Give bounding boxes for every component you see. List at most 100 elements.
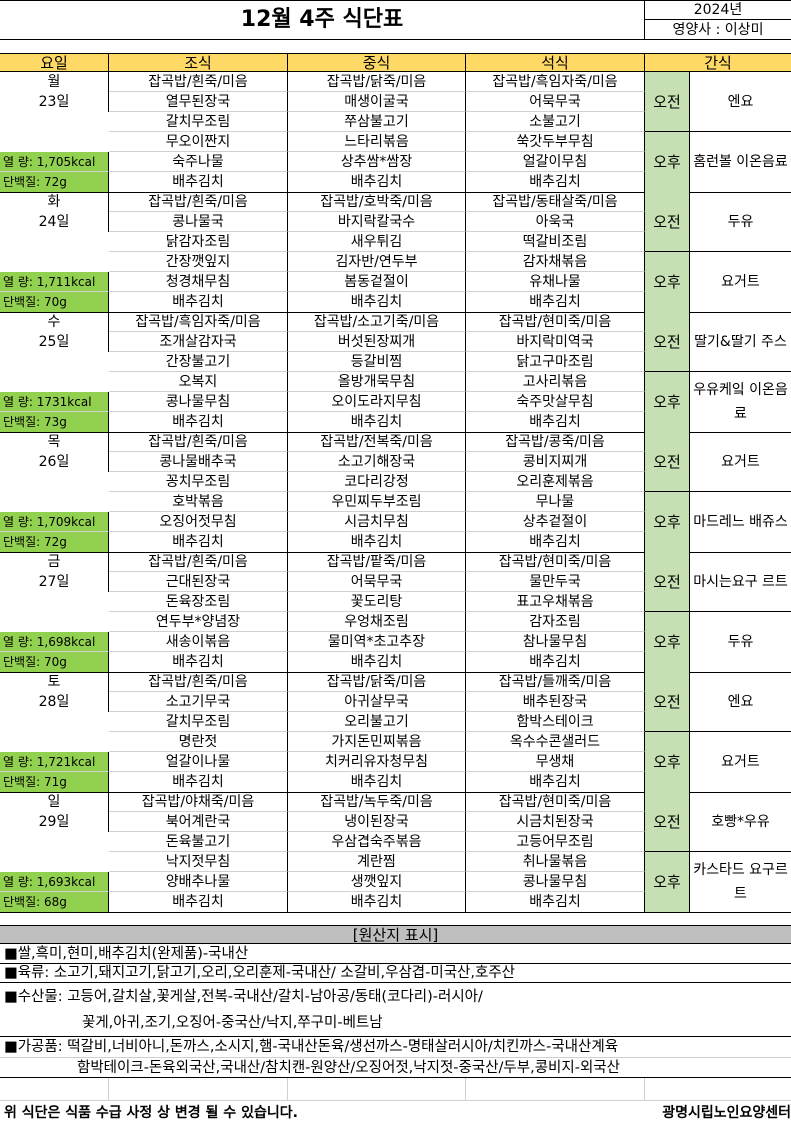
breakfast-item: 무오이짠지 <box>109 132 288 152</box>
lunch-item: 잡곡밥/닭죽/미음 <box>288 72 466 92</box>
dinner-item: 잡곡밥/들깨죽/미음 <box>466 672 645 692</box>
lunch-item: 봄동겉절이 <box>288 272 466 292</box>
dinner-item: 배추김치 <box>466 292 645 312</box>
snack-am-item: 마시는요구 르트 <box>690 552 791 612</box>
snack-am-label: 오전 <box>645 432 690 492</box>
date-label: 26일 <box>0 452 109 472</box>
lunch-item: 배추김치 <box>288 532 466 552</box>
dinner-item: 함박스테이크 <box>466 712 645 732</box>
lunch-item: 잡곡밥/팥죽/미음 <box>288 552 466 572</box>
date-label: 28일 <box>0 692 109 712</box>
day-of-week: 월 <box>0 72 109 92</box>
divider <box>0 672 791 673</box>
origin-line: ■쌀,흑미,현미,배추김치(완제품)-국내산 <box>0 944 791 964</box>
divider <box>0 192 791 193</box>
footer-facility: 광명시립노인요양센터 <box>662 1104 791 1121</box>
breakfast-item: 명란젓 <box>109 732 288 752</box>
breakfast-item: 배추김치 <box>109 892 288 912</box>
calories-label: 열 량: 1,693kcal <box>0 872 109 892</box>
column-header: 석식 <box>466 53 645 72</box>
divider <box>0 912 791 913</box>
dinner-item: 참나물무침 <box>466 632 645 652</box>
snack-pm-label: 오후 <box>645 732 690 792</box>
dinner-item: 오리훈제볶음 <box>466 472 645 492</box>
dinner-item: 떡갈비조림 <box>466 232 645 252</box>
dinner-item: 배추김치 <box>466 172 645 192</box>
column-header: 간식 <box>645 53 791 72</box>
breakfast-item: 잡곡밥/흑임자죽/미음 <box>109 312 288 332</box>
dinner-item: 쑥갓두부무침 <box>466 132 645 152</box>
lunch-item: 상추쌈*쌈장 <box>288 152 466 172</box>
snack-am-item: 엔요 <box>690 672 791 732</box>
lunch-item: 코다리강정 <box>288 472 466 492</box>
lunch-item: 잡곡밥/호박죽/미음 <box>288 192 466 212</box>
breakfast-item: 갈치무조림 <box>109 112 288 132</box>
snack-am-item: 딸기&딸기 주스 <box>690 312 791 372</box>
snack-am-item: 엔요 <box>690 72 791 132</box>
date-label: 27일 <box>0 572 109 592</box>
day-of-week: 토 <box>0 672 109 692</box>
lunch-item: 배추김치 <box>288 772 466 792</box>
snack-pm-label: 오후 <box>645 612 690 672</box>
lunch-item: 치커리유자청무침 <box>288 752 466 772</box>
snack-pm-label: 오후 <box>645 372 690 432</box>
snack-am-label: 오전 <box>645 792 690 852</box>
snack-pm-item: 카스타드 요구르트 <box>693 862 788 902</box>
breakfast-item: 간장불고기 <box>109 352 288 372</box>
protein-label: 단백질: 70g <box>0 292 109 312</box>
column-header: 중식 <box>288 53 466 72</box>
empty-cell <box>0 1078 109 1101</box>
snack-pm-item: 홈런볼 이온음료 <box>693 154 788 170</box>
dinner-item: 옥수수콘샐러드 <box>466 732 645 752</box>
dinner-item: 물만두국 <box>466 572 645 592</box>
protein-label: 단백질: 71g <box>0 772 109 792</box>
breakfast-item: 배추김치 <box>109 412 288 432</box>
breakfast-item: 양배추나물 <box>109 872 288 892</box>
breakfast-item: 닭감자조림 <box>109 232 288 252</box>
breakfast-item: 배추김치 <box>109 172 288 192</box>
divider <box>0 552 791 553</box>
breakfast-item: 콩나물국 <box>109 212 288 232</box>
protein-label: 단백질: 72g <box>0 172 109 192</box>
snack-am-item: 호빵*우유 <box>690 792 791 852</box>
lunch-item: 우민찌두부조림 <box>288 492 466 512</box>
breakfast-item: 꽁치무조림 <box>109 472 288 492</box>
page-title: 12월 4주 식단표 <box>0 0 645 40</box>
breakfast-item: 잡곡밥/흰죽/미음 <box>109 72 288 92</box>
year-label: 2024년 <box>645 0 791 20</box>
lunch-item: 바지락칼국수 <box>288 212 466 232</box>
snack-pm-item: 요거트 <box>721 754 760 770</box>
lunch-item: 배추김치 <box>288 652 466 672</box>
empty-cell <box>109 1078 288 1101</box>
dinner-item: 시금치된장국 <box>466 812 645 832</box>
breakfast-item: 배추김치 <box>109 292 288 312</box>
origin-title: [원산지 표시] <box>0 925 791 944</box>
dinner-item: 아욱국 <box>466 212 645 232</box>
breakfast-item: 콩나물무침 <box>109 392 288 412</box>
lunch-item: 소고기해장국 <box>288 452 466 472</box>
snack-am-label: 오전 <box>645 552 690 612</box>
footer-notice: 위 식단은 식품 수급 사정 상 변경 될 수 있습니다. <box>4 1104 298 1121</box>
breakfast-item: 열무된장국 <box>109 92 288 112</box>
breakfast-item: 낙지젓무침 <box>109 852 288 872</box>
day-of-week: 수 <box>0 312 109 332</box>
breakfast-item: 오복지 <box>109 372 288 392</box>
snack-pm-item: 마드레느 배쥬스 <box>693 514 788 530</box>
lunch-item: 김자반/연두부 <box>288 252 466 272</box>
day-of-week: 목 <box>0 432 109 452</box>
lunch-item: 우삼겹숙주볶음 <box>288 832 466 852</box>
origin-line: ■가공품: 떡갈비,너비아니,돈까스,소시지,햄-국내산돈육/생선까스-명태살러… <box>0 1037 791 1058</box>
snack-am-item: 두유 <box>690 192 791 252</box>
calories-label: 열 량: 1,709kcal <box>0 512 109 532</box>
empty-cell <box>288 1078 466 1101</box>
lunch-item: 아귀살무국 <box>288 692 466 712</box>
dinner-item: 표고우채볶음 <box>466 592 645 612</box>
dinner-item: 콩비지찌개 <box>466 452 645 472</box>
lunch-item: 배추김치 <box>288 292 466 312</box>
snack-am-label: 오전 <box>645 312 690 372</box>
dinner-item: 숙주맛살무침 <box>466 392 645 412</box>
lunch-item: 등갈비찜 <box>288 352 466 372</box>
dinner-item: 닭고구마조림 <box>466 352 645 372</box>
lunch-item: 우엉채조림 <box>288 612 466 632</box>
snack-pm-item: 두유 <box>727 634 754 650</box>
